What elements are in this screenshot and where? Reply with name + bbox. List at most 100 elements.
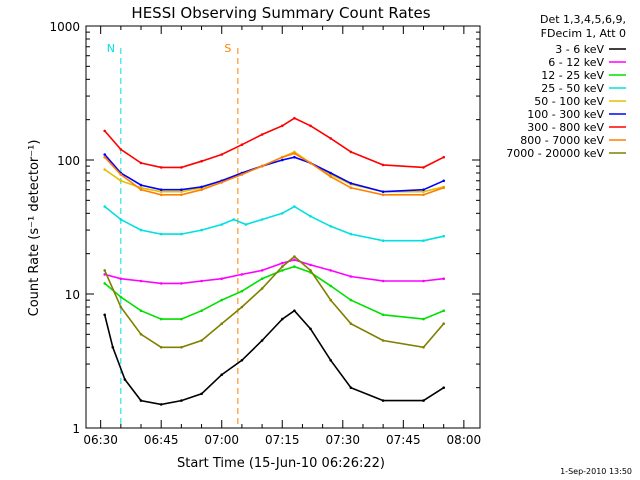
series-point [220, 298, 223, 302]
series-point [442, 277, 446, 281]
series-point [260, 218, 264, 221]
series-point [349, 182, 353, 185]
series-point [281, 212, 284, 215]
series-point [381, 239, 385, 242]
series-point [240, 173, 244, 176]
series-point [422, 239, 425, 242]
series-point [293, 265, 296, 268]
series-point [381, 279, 385, 283]
series-point [103, 269, 106, 272]
series-point [240, 273, 244, 276]
series-point [139, 161, 143, 165]
series-point [119, 173, 123, 176]
legend-entry-label: 300 - 800 keV [527, 121, 604, 134]
legend-entry-label: 3 - 6 keV [555, 43, 604, 56]
series-point [103, 168, 106, 171]
series-point [119, 179, 123, 183]
plot-area: 06:30 06:45 07:00 07:15 07:30 07:45 08:00 1 10 10… [49, 20, 481, 447]
series-point [281, 269, 284, 272]
chart-title: HESSI Observing Summary Count Rates [131, 4, 430, 22]
series-point [349, 322, 353, 326]
series-point [442, 322, 446, 326]
series-point [240, 305, 244, 309]
series-point [442, 186, 446, 190]
annotation-label: S [224, 42, 231, 55]
series-point [159, 403, 163, 406]
series-point [180, 282, 183, 285]
series-point [281, 124, 284, 128]
series-point [349, 186, 353, 190]
x-tick-label: 07:00 [204, 433, 239, 447]
series-point [422, 188, 425, 191]
series-line [104, 205, 444, 242]
series-point [180, 317, 183, 321]
series-point [119, 218, 123, 221]
series-point [293, 155, 296, 159]
series-point [220, 153, 223, 156]
series-point [111, 346, 115, 349]
series-point [159, 317, 163, 321]
series-point [309, 263, 312, 267]
series-point [180, 346, 183, 349]
series-point [139, 309, 143, 313]
series-point [180, 399, 183, 402]
legend-entry-label: 800 - 7000 keV [520, 134, 604, 147]
series-point [260, 277, 264, 281]
y-tick-label: 10 [65, 288, 80, 302]
series-point [309, 215, 312, 218]
series-point [200, 188, 203, 191]
series-line [103, 309, 445, 406]
legend-header-line-2: FDecim 1, Att 0 [541, 27, 626, 40]
series-point [180, 232, 183, 236]
x-tick-label: 08:00 [447, 433, 482, 447]
x-tick-label: 07:15 [265, 433, 300, 447]
series-point [309, 327, 312, 331]
series-point [309, 269, 312, 272]
series-point [159, 232, 163, 236]
series-point [329, 137, 333, 140]
series-line [103, 255, 445, 349]
series-point [422, 317, 425, 321]
series-point [422, 190, 425, 193]
series-point [442, 155, 446, 159]
x-axis-label: Start Time (15-Jun-10 06:26:22) [177, 456, 385, 471]
series-point [119, 295, 123, 299]
series-point [329, 284, 333, 288]
series-point [381, 193, 385, 197]
series-point [200, 228, 203, 232]
x-tick-label: 06:30 [83, 433, 118, 447]
series-point [281, 317, 284, 321]
series-point [103, 313, 106, 317]
series-point [260, 339, 264, 342]
series-point [200, 339, 203, 342]
series-point [220, 373, 223, 377]
series-point [244, 223, 248, 226]
series-point [260, 133, 264, 136]
legend-entry-label: 7000 - 20000 keV [506, 147, 604, 160]
legend-header-line-1: Det 1,3,4,5,6,9, [540, 13, 626, 26]
series-point [159, 282, 163, 285]
series-point [293, 258, 296, 262]
series-point [422, 399, 425, 402]
series-point [180, 190, 183, 193]
series-point [422, 346, 425, 349]
series-point [281, 158, 284, 162]
x-tick-label: 07:45 [386, 433, 421, 447]
series-point [381, 399, 385, 402]
x-tick-label: 06:45 [144, 433, 179, 447]
series-point [260, 164, 264, 168]
series-point [240, 359, 244, 362]
y-tick-label: 100 [57, 154, 80, 168]
series-point [329, 171, 333, 175]
series-point [103, 205, 106, 208]
series-point [281, 261, 284, 265]
series-point [123, 378, 127, 381]
series-point [329, 269, 333, 272]
series-point [309, 161, 312, 165]
series-point [422, 279, 425, 283]
legend-entry-label: 100 - 300 keV [527, 108, 604, 121]
x-tick-label: 07:30 [325, 433, 360, 447]
annotation-label: N [107, 42, 115, 55]
series-point [260, 269, 264, 272]
